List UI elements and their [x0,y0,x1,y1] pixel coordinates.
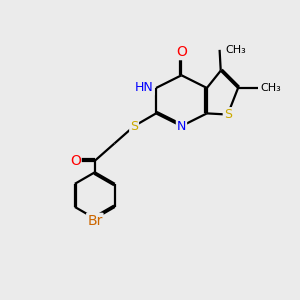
Text: S: S [130,120,138,133]
Text: S: S [224,108,232,121]
Text: N: N [177,120,186,133]
Text: CH₃: CH₃ [225,45,246,55]
Text: O: O [176,45,187,59]
Text: O: O [70,154,81,168]
Text: Br: Br [87,214,103,228]
Text: HN: HN [135,82,154,94]
Text: CH₃: CH₃ [260,83,281,93]
